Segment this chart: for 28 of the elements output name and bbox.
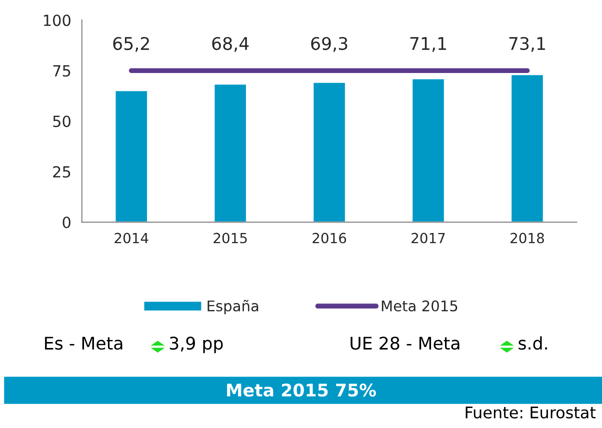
bar: [411, 78, 446, 222]
x-tick-label: 2014: [114, 232, 148, 244]
text: UE 28 - Meta: [350, 336, 460, 350]
legend-label: España: [208, 300, 258, 314]
y-tick-label: 0: [62, 216, 70, 228]
y-tick-label: 100: [44, 14, 70, 26]
data-label: 68,4: [212, 36, 249, 52]
text: Es - Meta: [45, 336, 122, 350]
x-tick-label: 2017: [412, 232, 445, 244]
data-label: 69,3: [311, 36, 348, 52]
bar: [114, 90, 148, 222]
source-note: Fuente: Eurostat: [466, 406, 596, 418]
data-label: 65,2: [113, 36, 149, 52]
text: s.d.: [518, 336, 547, 350]
y-tick-label: 50: [53, 116, 70, 128]
legend-label: Meta 2015: [382, 300, 458, 312]
bar: [312, 81, 346, 222]
x-tick-label: 2015: [214, 232, 247, 244]
bar: [510, 74, 544, 222]
x-tick-label: 2016: [312, 232, 346, 244]
y-tick-label: 25: [53, 166, 70, 178]
data-label: 71,1: [410, 37, 446, 52]
y-tick-label: 75: [53, 65, 70, 77]
text: 3,9 pp: [170, 336, 223, 354]
x-tick-label: 2018: [510, 232, 544, 244]
data-label: 73,1: [509, 36, 545, 52]
text: Meta 2015 75%: [227, 384, 376, 397]
bar: [213, 83, 248, 222]
